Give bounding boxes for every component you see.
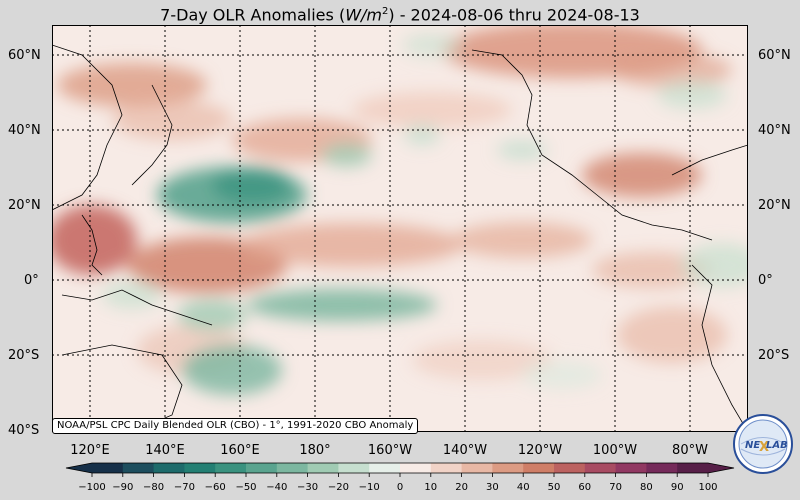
coastlines xyxy=(52,44,748,432)
colorbar-segment xyxy=(246,463,278,473)
colorbar-segment xyxy=(492,463,524,473)
colorbar-segment xyxy=(92,463,124,473)
graticule xyxy=(52,25,748,432)
colorbar-ticks: −100 −90 −80 −70 −60 −50 −40 −30 −20 −10 0 10 20 30 40… xyxy=(78,473,718,493)
colorbar-segment xyxy=(276,463,309,473)
colorbar-segment xyxy=(461,463,493,473)
colorbar-tick-label: 20 xyxy=(455,482,468,493)
colorbar-segment xyxy=(400,463,432,473)
colorbar-segment xyxy=(215,463,247,473)
colorbar-segment xyxy=(523,463,555,473)
colorbar-segment xyxy=(554,463,586,473)
colorbar-arrow-min xyxy=(66,463,92,473)
colorbar-tick-label: −30 xyxy=(297,482,318,493)
colorbar-segments xyxy=(65,462,735,474)
colorbar-tick-label: 80 xyxy=(640,482,653,493)
colorbar-tick-label: −90 xyxy=(112,482,133,493)
olr-anomaly-map xyxy=(52,25,748,432)
australia-coast xyxy=(61,344,183,432)
colorbar-tick-label: 100 xyxy=(698,482,717,493)
colorbar-tick-label: 30 xyxy=(486,482,499,493)
lat-label-60n-right: 60°N xyxy=(758,48,791,63)
japan-coast xyxy=(131,84,173,186)
colorbar-tick-label: −70 xyxy=(174,482,195,493)
lat-label-60n-left: 60°N xyxy=(8,48,41,63)
colorbar-tick-label: −40 xyxy=(266,482,287,493)
gulf-coast xyxy=(671,144,748,176)
title-date-range: ) - 2024-08-06 thru 2024-08-13 xyxy=(388,5,640,25)
north-america-coast xyxy=(471,49,713,241)
colorbar-tick-label: −100 xyxy=(78,482,105,493)
colorbar-arrow-max xyxy=(708,463,734,473)
title-prefix: 7-Day OLR Anomalies ( xyxy=(160,5,346,25)
lon-label-120e: 120°E xyxy=(70,443,110,458)
lon-label-160e: 160°E xyxy=(220,443,260,458)
south-america-coast xyxy=(691,264,748,432)
lon-label-120w: 120°W xyxy=(517,443,563,458)
lat-label-20n-right: 20°N xyxy=(758,198,791,213)
colorbar-segment xyxy=(677,463,709,473)
colorbar-tick-label: −60 xyxy=(205,482,226,493)
colorbar-segment xyxy=(584,463,617,473)
lon-label-140w: 140°W xyxy=(442,443,488,458)
svg-text:X: X xyxy=(759,440,769,455)
svg-text:LAB: LAB xyxy=(766,440,788,451)
lon-label-160w: 160°W xyxy=(367,443,413,458)
colorbar-segment xyxy=(184,463,216,473)
data-source-credit: NOAA/PSL CPC Daily Blended OLR (CBO) - 1… xyxy=(52,418,419,434)
colorbar-segment xyxy=(615,463,647,473)
colorbar: −100 −90 −80 −70 −60 −50 −40 −30 −20 −10 0 10 20 30 40… xyxy=(65,462,735,493)
lon-label-100w: 100°W xyxy=(592,443,638,458)
colorbar-tick-label: 70 xyxy=(609,482,622,493)
colorbar-segment xyxy=(430,463,463,473)
nexlab-logo: NE X LAB xyxy=(733,414,793,474)
colorbar-tick-label: 50 xyxy=(548,482,561,493)
anomaly-field xyxy=(52,25,748,395)
colorbar-segment xyxy=(122,463,155,473)
colorbar-segment xyxy=(307,463,339,473)
lat-label-eq-right: 0° xyxy=(758,273,773,288)
lat-label-40n-left: 40°N xyxy=(8,123,41,138)
svg-text:NE: NE xyxy=(745,440,760,451)
lat-label-20s-right: 20°S xyxy=(758,348,790,363)
colorbar-tick-label: −20 xyxy=(328,482,349,493)
colorbar-segment xyxy=(153,463,185,473)
lon-label-180: 180° xyxy=(299,443,331,458)
lat-label-40n-right: 40°N xyxy=(758,123,791,138)
asia-coast xyxy=(52,44,123,211)
lon-label-80w: 80°W xyxy=(672,443,708,458)
colorbar-segment xyxy=(338,463,370,473)
lon-label-140e: 140°E xyxy=(145,443,185,458)
title-unit-exponent: 2 xyxy=(381,6,389,17)
indonesia-coast xyxy=(61,289,213,326)
colorbar-segment xyxy=(646,463,678,473)
colorbar-tick-label: 60 xyxy=(578,482,591,493)
philippines-coast xyxy=(81,214,103,276)
lat-label-40s-left: 40°S xyxy=(8,423,40,438)
title-unit: W/m xyxy=(345,5,382,25)
lat-label-eq-left: 0° xyxy=(24,273,39,288)
lat-label-20n-left: 20°N xyxy=(8,198,41,213)
colorbar-tick-label: 10 xyxy=(424,482,437,493)
map-title: 7-Day OLR Anomalies (W/m2) - 2024-08-06 … xyxy=(0,0,800,24)
colorbar-tick-label: −10 xyxy=(359,482,380,493)
lat-label-20s-left: 20°S xyxy=(8,348,40,363)
colorbar-tick-label: −80 xyxy=(143,482,164,493)
colorbar-tick-label: 40 xyxy=(517,482,530,493)
colorbar-tick-label: 90 xyxy=(671,482,684,493)
colorbar-tick-label: −50 xyxy=(235,482,256,493)
colorbar-segment xyxy=(369,463,401,473)
colorbar-tick-label: 0 xyxy=(397,482,403,493)
